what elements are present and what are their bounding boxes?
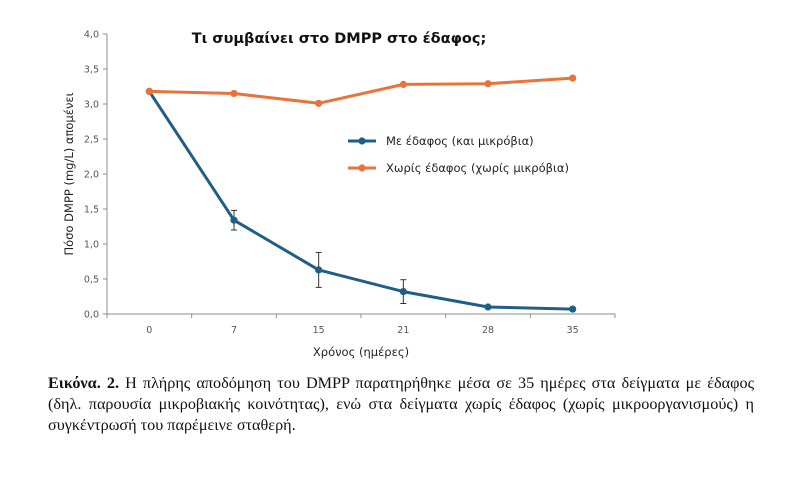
data-point	[315, 99, 323, 107]
y-tick-label: 1,5	[84, 205, 99, 216]
legend-marker	[358, 164, 366, 172]
y-tick-label: 4,0	[84, 30, 99, 41]
data-point	[399, 288, 407, 296]
y-tick-label: 1,0	[84, 240, 99, 251]
y-tick-label: 3,5	[84, 65, 99, 76]
data-point	[569, 74, 577, 82]
x-tick-label: 35	[567, 325, 579, 336]
legend-label: Με έδαφος (και μικρόβια)	[386, 134, 534, 148]
caption-label: Εικόνα. 2.	[48, 374, 119, 392]
chart-series	[145, 74, 577, 313]
chart-axes: Τι συμβαίνει στο DMPP στο έδαφος; 0,0 0,5 1…	[62, 30, 616, 359]
y-tick-label: 0,5	[84, 275, 99, 286]
data-point	[484, 80, 492, 88]
dmpp-line-chart: Τι συμβαίνει στο DMPP στο έδαφος; 0,0 0,5 1…	[62, 30, 616, 359]
x-tick-label: 21	[397, 325, 409, 336]
data-point	[230, 89, 238, 98]
data-point	[484, 303, 492, 311]
x-axis-title: Χρόνος (ημέρες)	[313, 345, 409, 359]
x-tick-label: 0	[146, 325, 152, 336]
data-point	[230, 216, 238, 224]
legend-marker	[358, 137, 366, 145]
data-point	[315, 266, 323, 274]
legend-label: Χωρίς έδαφος (χωρίς μικρόβια)	[386, 161, 569, 175]
data-point	[569, 305, 577, 313]
x-tick-label: 7	[231, 325, 237, 336]
caption-text: Η πλήρης αποδόμηση του DMPP παρατηρήθηκε…	[48, 374, 754, 434]
series-line	[147, 89, 575, 311]
x-tick-label: 28	[482, 325, 494, 336]
y-tick-label: 3,0	[84, 100, 99, 111]
x-tick-label: 15	[313, 325, 325, 336]
data-point	[399, 80, 407, 88]
y-tick-label: 2,0	[84, 170, 99, 181]
chart-title: Τι συμβαίνει στο DMPP στο έδαφος;	[192, 31, 487, 47]
y-tick-label: 2,5	[84, 135, 99, 146]
y-axis-title: Πόσο DMPP (mg/L) απομένει	[62, 92, 76, 255]
data-point	[145, 87, 153, 95]
figure-caption: Εικόνα. 2. Η πλήρης αποδόμηση του DMPP π…	[48, 373, 754, 436]
series-line	[147, 76, 575, 105]
y-tick-label: 0,0	[84, 310, 99, 321]
chart-legend: Με έδαφος (και μικρόβια) Χωρίς έδαφος (χω…	[348, 134, 569, 175]
